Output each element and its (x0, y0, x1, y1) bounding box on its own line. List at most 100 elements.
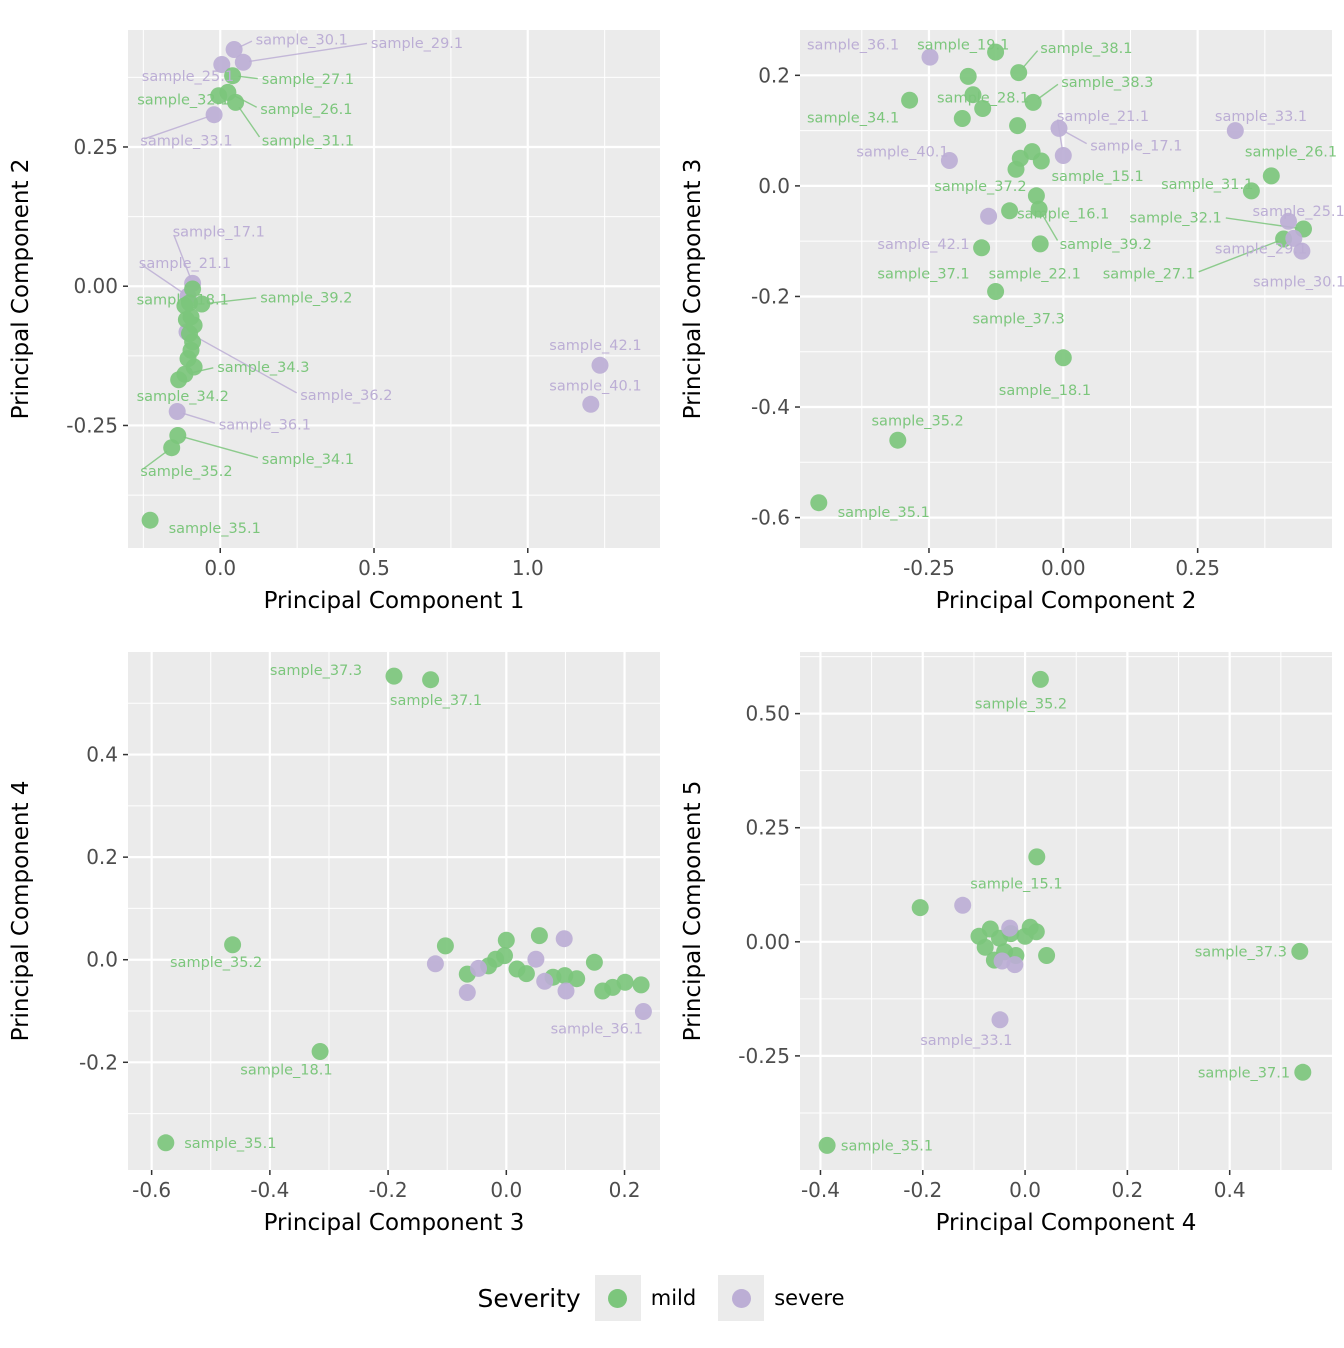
point-label: sample_19.1 (917, 37, 1009, 53)
data-point (582, 396, 599, 413)
data-point (496, 947, 513, 964)
y-tick-labels: -0.20.00.20.4 (79, 743, 118, 1075)
legend-label-severe: severe (774, 1286, 844, 1310)
y-axis-title: Principal Component 4 (8, 781, 34, 1042)
point-label: sample_21.1 (1057, 109, 1149, 125)
point-label: sample_31.1 (1161, 177, 1253, 193)
mild-color-dot-icon (608, 1289, 627, 1308)
data-point (536, 973, 553, 990)
data-point (206, 106, 223, 123)
point-label: sample_25.1 (1253, 204, 1344, 220)
data-point (186, 359, 203, 376)
point-label: sample_26.1 (260, 102, 352, 118)
svg-text:-0.4: -0.4 (250, 1178, 289, 1202)
point-label: sample_32.1 (137, 93, 229, 109)
point-label: sample_30.1 (256, 33, 348, 49)
svg-text:0.0: 0.0 (490, 1178, 522, 1202)
legend-key-mild (595, 1275, 641, 1321)
data-point (586, 954, 603, 971)
point-label: sample_26.1 (1245, 145, 1337, 161)
svg-text:1.0: 1.0 (512, 556, 544, 580)
data-point (1001, 202, 1018, 219)
data-point (810, 494, 827, 511)
point-label: sample_36.1 (551, 1021, 643, 1037)
data-point (1028, 187, 1045, 204)
point-label: sample_28.1 (937, 90, 1029, 106)
data-point (992, 1011, 1009, 1028)
svg-text:-0.2: -0.2 (369, 1178, 408, 1202)
point-label: sample_18.1 (137, 293, 229, 309)
point-label: sample_39.2 (1060, 237, 1152, 253)
point-label: sample_17.1 (1090, 139, 1182, 155)
data-point (1294, 1064, 1311, 1081)
severity-legend: Severity mild severe (0, 1248, 1344, 1348)
point-label: sample_15.1 (970, 876, 1062, 892)
data-point (1028, 848, 1045, 865)
data-point (556, 930, 573, 947)
point-label: sample_18.1 (240, 1063, 332, 1079)
legend-key-severe (718, 1275, 764, 1321)
point-label: sample_37.2 (934, 179, 1026, 195)
data-point (1032, 235, 1049, 252)
data-point (312, 1043, 329, 1060)
data-point (1028, 923, 1045, 940)
severe-color-dot-icon (732, 1289, 751, 1308)
data-point (1291, 943, 1308, 960)
data-point (170, 371, 187, 388)
data-point (954, 110, 971, 127)
point-label: sample_32.1 (1130, 210, 1222, 226)
point-label: sample_35.2 (170, 955, 262, 971)
x-tick-labels: 0.0 0.5 1.0 (204, 556, 543, 580)
data-point (819, 1137, 836, 1154)
svg-text:0.5: 0.5 (358, 556, 390, 580)
point-label: sample_31.1 (262, 133, 354, 149)
data-point (437, 937, 454, 954)
data-point (617, 974, 634, 991)
svg-text:-0.2: -0.2 (79, 1050, 118, 1074)
point-label: sample_36.2 (300, 388, 392, 404)
data-point (558, 983, 575, 1000)
point-label: sample_34.1 (807, 110, 899, 126)
y-axis-title: Principal Component 2 (8, 159, 34, 420)
point-label: sample_40.1 (856, 145, 948, 161)
data-point (227, 94, 244, 111)
svg-text:-0.25: -0.25 (738, 1044, 790, 1068)
point-label: sample_33.1 (920, 1033, 1012, 1049)
data-point (635, 1003, 652, 1020)
data-point (169, 403, 186, 420)
data-point (422, 671, 439, 688)
x-axis-title: Principal Component 4 (936, 1210, 1197, 1236)
data-point (142, 512, 159, 529)
point-label: sample_37.1 (877, 266, 969, 282)
svg-text:0.4: 0.4 (86, 743, 118, 767)
point-label: sample_27.1 (1103, 266, 1195, 282)
point-label: sample_37.3 (973, 312, 1065, 328)
svg-text:-0.25: -0.25 (66, 413, 118, 437)
data-point (954, 897, 971, 914)
svg-text:-0.2: -0.2 (903, 1178, 942, 1202)
panel-background (800, 652, 1332, 1170)
x-axis-title: Principal Component 1 (264, 588, 525, 614)
legend-label-mild: mild (651, 1286, 696, 1310)
legend-entry-severe: severe (718, 1275, 866, 1321)
data-point (987, 283, 1004, 300)
svg-text:0.00: 0.00 (1041, 556, 1086, 580)
point-label: sample_35.1 (841, 1138, 933, 1154)
data-point (912, 899, 929, 916)
svg-text:-0.6: -0.6 (132, 1178, 171, 1202)
point-label: sample_37.1 (1198, 1065, 1290, 1081)
svg-text:0.0: 0.0 (204, 556, 236, 580)
chart-canvas-pc4-pc5: sample_35.2sample_15.1sample_33.1sample_… (672, 626, 1344, 1244)
data-point (1032, 671, 1049, 688)
panel-background (128, 652, 660, 1170)
svg-text:-0.2: -0.2 (751, 284, 790, 308)
data-point (901, 92, 918, 109)
legend-title: Severity (477, 1284, 580, 1313)
